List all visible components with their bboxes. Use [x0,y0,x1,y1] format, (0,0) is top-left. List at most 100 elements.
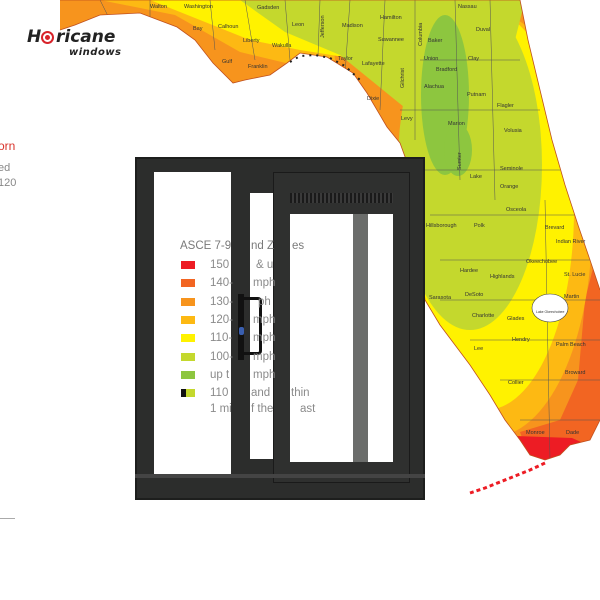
legend-label: mph [253,369,276,381]
county-label: Martin [564,294,579,300]
legend-swatch-up-to [181,371,195,379]
county-label: Okeechobee [526,259,557,265]
county-label: Gadsden [257,5,279,11]
county-label: Leon [292,22,304,28]
county-label: Suwannee [378,37,404,43]
county-label: Orange [500,184,518,190]
legend-swatch-100 [181,353,195,361]
county-label: Gulf [222,59,233,65]
legend-label: 110 [210,387,229,399]
legend-swatch-130 [181,298,195,306]
zone-140 [520,240,600,460]
county-label: Nassau [458,4,477,10]
legend-swatch-120 [181,316,195,324]
logo-letter: H [27,27,42,47]
county-label: Liberty [243,38,260,44]
legend-label: thin [291,387,310,399]
county-label: Wakulla [272,43,292,49]
county-label: Taylor [338,56,353,62]
legend-label: 110- [210,332,233,344]
county-label: Lake Okeechobee [536,310,564,314]
county-label: Brevard [545,225,564,231]
county-label: Union [424,56,438,62]
legend-title: es [292,240,305,252]
legend-label: up t [210,369,230,381]
vent-slot [290,193,393,203]
county-label: Washington [184,4,213,10]
logo-wordmark: ricane [56,27,116,47]
window-sill [135,474,425,478]
county-label: Highlands [490,274,515,280]
florida-keys [469,461,546,495]
lock-icon[interactable] [239,327,244,335]
legend-title: ASCE 7-9 [180,240,232,252]
sash-mullion [353,214,368,462]
zone-low-sumter [444,124,472,176]
county-label: Charlotte [472,313,494,319]
county-label: Monroe [526,430,545,436]
legend-label: & u [256,259,274,271]
sliding-window-frame [135,157,425,500]
county-label: Hamilton [380,15,402,21]
sash-glass [290,214,353,462]
legend-swatch-coastal [181,389,195,397]
county-label: Palm Beach [556,342,586,348]
legend-label: mph [253,314,276,326]
county-label: Sumter [457,152,463,170]
county-label: Collier [508,380,524,386]
county-label: Jefferson [320,15,326,38]
legend-swatch-140 [181,279,195,287]
county-label: Polk [474,223,485,229]
county-label: Clay [468,56,479,62]
legend-label: 140- [210,277,234,289]
county-label: Dixie [367,96,379,102]
legend-label: ph [258,296,271,308]
county-label: Lake [470,174,482,180]
cropped-text: ed [0,162,11,174]
legend-label: mph [253,351,276,363]
legend-label: 130- [210,296,234,308]
county-label: Flagler [497,103,514,109]
legend-label: 100- [210,351,234,363]
county-label: Alachua [424,84,445,90]
logo-subtitle: windows [69,47,122,58]
legend-label: 1 mi [210,403,232,415]
legend-swatch-150 [181,261,195,269]
county-label: DeSoto [465,292,483,298]
county-label: Putnam [467,92,486,98]
legend-swatch-110 [181,334,195,342]
legend-label: and [251,387,271,399]
window-handle[interactable] [240,297,262,355]
divider [0,518,15,519]
county-label: St. Lucie [564,272,585,278]
cropped-heading: orn [0,139,16,153]
county-label: Volusia [504,128,523,134]
county-label: Walton [150,4,167,10]
county-label: Dade [566,430,579,436]
county-label: Bradford [436,67,457,73]
county-label: Columbia [418,22,424,46]
county-label: Calhoun [218,24,239,30]
cropped-text: 120 [0,177,17,189]
county-label: Hillsborough [426,223,457,229]
county-label: Hardee [460,268,478,274]
county-label: Indian River [556,239,586,245]
county-label: Glades [507,316,525,322]
county-label: Marion [448,121,465,127]
sash-glass [368,214,393,462]
legend-title: nd Z [251,240,275,252]
county-label: Gilchrist [400,68,406,88]
county-label: Bay [193,26,203,32]
hurricane-swirl-icon [41,31,54,44]
legend-label: mph [253,332,276,344]
county-label: Broward [565,370,585,376]
county-label: Baker [428,38,443,44]
legend-label: ast [300,403,316,415]
county-labels: Walton Washington Calhoun Bay Liberty Gu… [150,4,586,436]
legend-label: 150 [210,259,230,271]
lake-okeechobee [531,293,569,323]
legend-label: f the [251,403,274,415]
county-label: Franklin [248,64,268,70]
legend-label: 120- [210,314,234,326]
